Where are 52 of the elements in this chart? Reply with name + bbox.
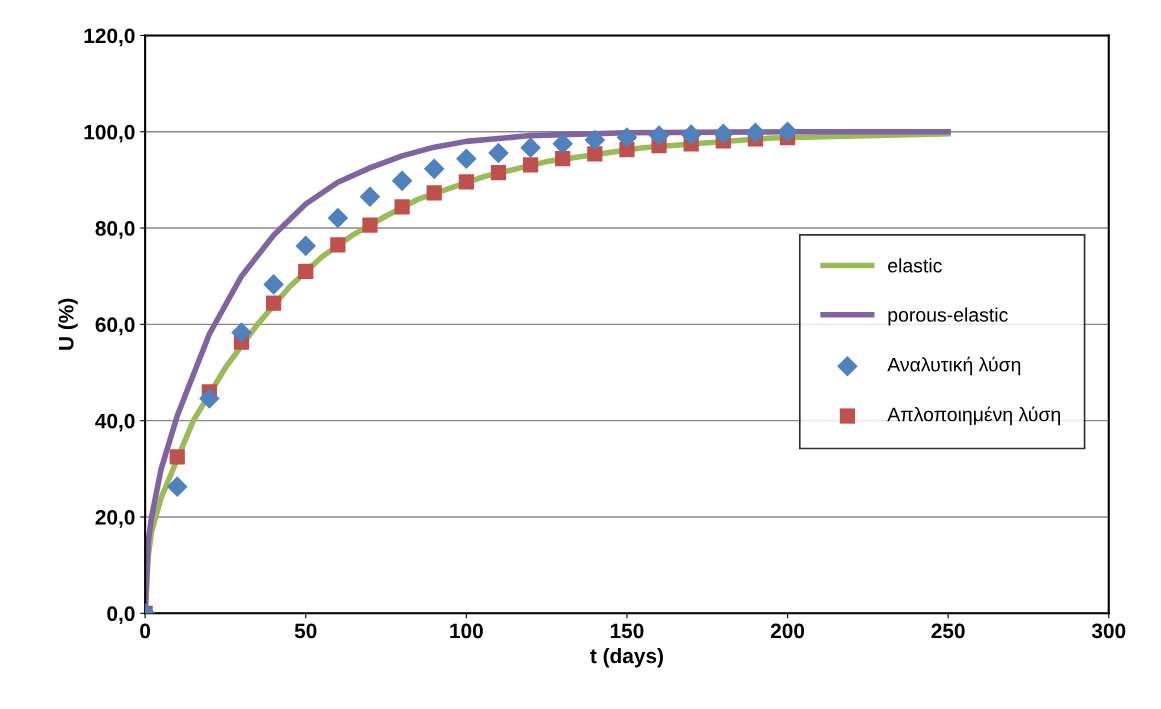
point	[713, 123, 734, 144]
legend-label: porous-elastic	[888, 307, 1008, 326]
legend-label: elastic	[888, 258, 942, 273]
point	[587, 146, 603, 162]
y-tick-label: 0,0	[107, 606, 135, 625]
y-tick-label: 120,0	[84, 28, 135, 47]
point	[458, 174, 474, 190]
point	[616, 127, 638, 148]
point	[426, 185, 442, 201]
legend-label: Αναλυτική λύση	[887, 356, 1021, 376]
y-tick-label: 40,0	[95, 413, 135, 432]
point	[359, 186, 381, 208]
point	[584, 129, 606, 151]
point	[777, 121, 798, 143]
point	[555, 151, 571, 167]
point	[330, 237, 346, 253]
y-tick-label: 80,0	[95, 221, 135, 239]
point	[680, 124, 702, 145]
point	[263, 274, 284, 295]
point	[391, 170, 413, 192]
x-axis-title: t (days)	[590, 647, 663, 668]
point	[456, 148, 477, 170]
point	[522, 157, 539, 173]
y-axis-title: U (%)	[58, 298, 78, 350]
point	[169, 449, 185, 465]
point	[327, 207, 349, 229]
point	[298, 263, 314, 280]
point	[231, 322, 252, 343]
y-tick-label: 100,0	[84, 124, 135, 143]
point	[488, 142, 509, 164]
point	[648, 125, 670, 146]
point	[362, 217, 378, 233]
point	[520, 137, 541, 158]
point	[745, 122, 766, 144]
x-tick-label: 100	[450, 623, 483, 639]
legend-label: Απλοποιημένη λύση	[887, 406, 1060, 426]
point	[423, 158, 445, 180]
point	[552, 133, 573, 155]
x-tick-label: 0	[140, 623, 151, 639]
x-tick-label: 50	[294, 623, 317, 639]
x-tick-label: 300	[1091, 623, 1126, 639]
x-tick-label: 250	[931, 623, 965, 639]
x-tick-label: 200	[770, 623, 805, 639]
point	[490, 165, 507, 181]
point	[199, 388, 220, 409]
point	[295, 235, 317, 257]
point	[266, 295, 282, 311]
point	[166, 476, 188, 497]
point	[394, 199, 410, 215]
y-tick-label: 20,0	[95, 509, 135, 528]
y-tick-label: 60,0	[95, 317, 135, 336]
x-tick-label: 150	[610, 623, 644, 639]
